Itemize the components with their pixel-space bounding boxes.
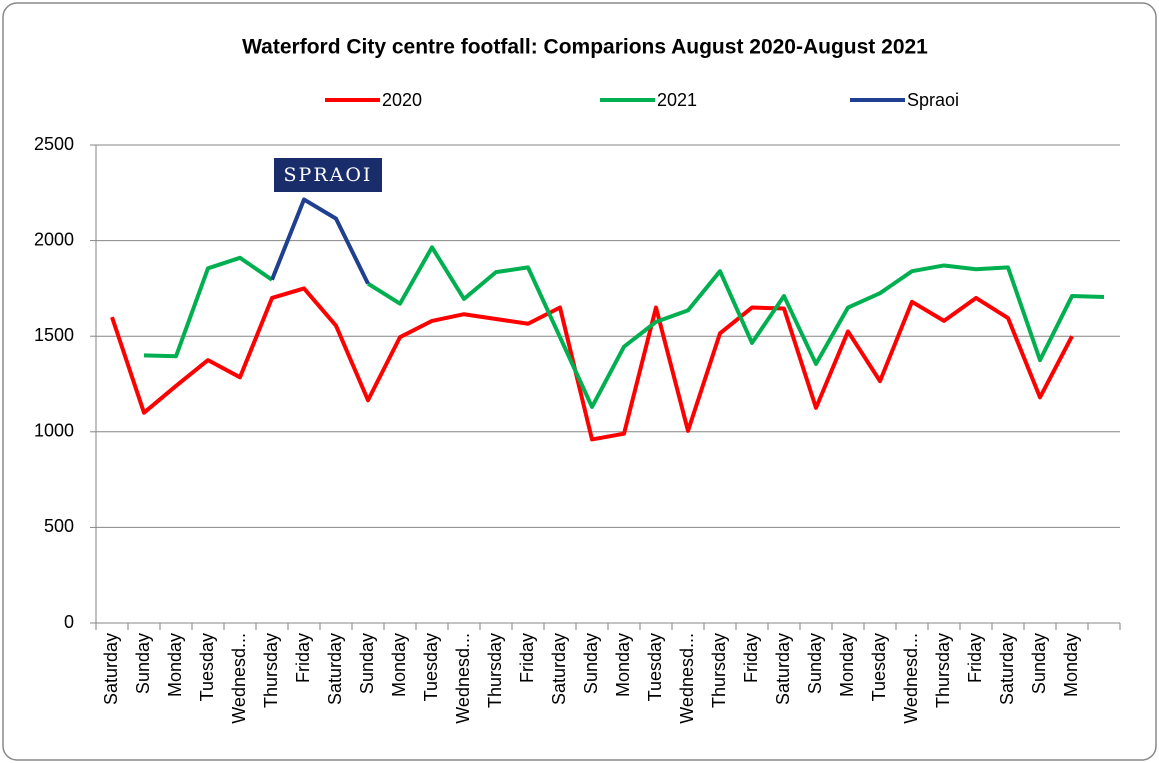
- y-tick-label: 1500: [34, 325, 74, 345]
- series-line: [143, 245, 1105, 409]
- series-line: [110, 286, 1074, 442]
- y-tick-label: 500: [44, 516, 74, 536]
- x-tick-label: Monday: [613, 633, 633, 697]
- x-tick-label: Sunday: [133, 633, 153, 694]
- x-tick-label: Wednesd...: [229, 633, 249, 724]
- y-tick-label: 2500: [34, 134, 74, 154]
- x-tick-label: Wednesd...: [901, 633, 921, 724]
- x-tick-label: Sunday: [581, 633, 601, 694]
- annotation-badge: [274, 158, 382, 192]
- x-tick-label: Monday: [389, 633, 409, 697]
- x-tick-label: Sunday: [1029, 633, 1049, 694]
- x-tick-label: Saturday: [997, 633, 1017, 705]
- annotation: SPRAOI: [284, 164, 373, 186]
- x-tick-label: Thursday: [709, 633, 729, 708]
- x-tick-label: Saturday: [549, 633, 569, 705]
- x-tick-label: Monday: [165, 633, 185, 697]
- x-tick-label: Saturday: [325, 633, 345, 705]
- x-tick-label: Thursday: [261, 633, 281, 708]
- x-tick-label: Tuesday: [197, 633, 217, 701]
- x-tick-label: Tuesday: [869, 633, 889, 701]
- x-tick-label: Wednesd...: [677, 633, 697, 724]
- x-tick-label: Friday: [965, 633, 985, 683]
- x-tick-label: Friday: [293, 633, 313, 683]
- y-tick-label: 1000: [34, 421, 74, 441]
- x-tick-label: Tuesday: [645, 633, 665, 701]
- legend-label: 2021: [657, 90, 697, 110]
- x-tick-label: Tuesday: [421, 633, 441, 701]
- x-tick-label: Monday: [837, 633, 857, 697]
- legend-label: Spraoi: [907, 90, 959, 110]
- x-tick-label: Friday: [741, 633, 761, 683]
- x-tick-label: Friday: [517, 633, 537, 683]
- chart-title: Waterford City centre footfall: Compario…: [242, 36, 928, 59]
- x-tick-label: Wednesd...: [453, 633, 473, 724]
- series-line: [270, 197, 370, 285]
- y-tick-label: 0: [64, 612, 74, 632]
- x-tick-label: Thursday: [485, 633, 505, 708]
- x-tick-label: Sunday: [805, 633, 825, 694]
- y-tick-label: 2000: [34, 229, 74, 249]
- legend-label: 2020: [382, 90, 422, 110]
- x-tick-label: Saturday: [101, 633, 121, 705]
- x-tick-label: Sunday: [357, 633, 377, 694]
- x-tick-label: Saturday: [773, 633, 793, 705]
- x-tick-label: Monday: [1061, 633, 1081, 697]
- x-tick-label: Thursday: [933, 633, 953, 708]
